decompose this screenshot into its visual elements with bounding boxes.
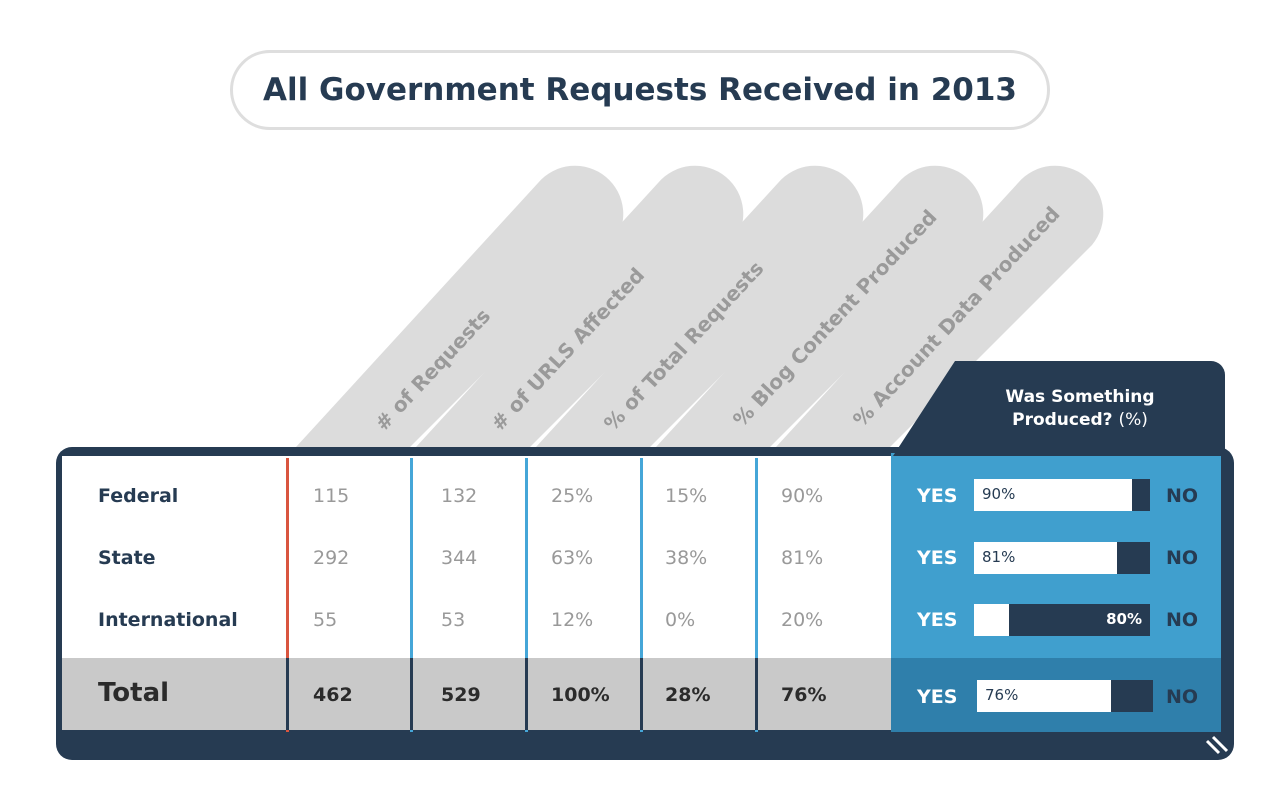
produced-yes-pct: 81% bbox=[982, 548, 1016, 566]
total-divider bbox=[755, 658, 758, 730]
cell-international-requests: 55 bbox=[313, 609, 338, 631]
total-divider bbox=[525, 658, 528, 730]
column-header-2: % of Total Requests bbox=[599, 256, 768, 435]
produced-header-tab bbox=[893, 361, 1225, 456]
cell-state-total-pct: 63% bbox=[551, 547, 594, 569]
produced-header-pct: (%) bbox=[1118, 410, 1148, 430]
row-label-total: Total bbox=[98, 678, 170, 708]
produced-header-line1: Was Something bbox=[1005, 387, 1155, 407]
cell-federal-urls: 132 bbox=[441, 485, 478, 507]
no-label: NO bbox=[1166, 609, 1199, 631]
column-divider-red bbox=[286, 458, 289, 732]
cell-international-total-pct: 12% bbox=[551, 609, 594, 631]
column-header-0: # of Requests bbox=[370, 304, 495, 436]
produced-yes-pct: 76% bbox=[985, 686, 1019, 704]
cell-state-account-pct: 81% bbox=[781, 547, 824, 569]
total-divider bbox=[410, 658, 413, 730]
cell-state-requests: 292 bbox=[313, 547, 350, 569]
total-divider bbox=[640, 658, 643, 730]
produced-bar-yes-fill bbox=[977, 680, 1111, 712]
cell-total-total-pct: 100% bbox=[551, 684, 610, 706]
produced-bar-international: 80% bbox=[974, 604, 1150, 636]
cell-state-urls: 344 bbox=[441, 547, 478, 569]
row-label-international: International bbox=[98, 609, 238, 631]
column-tab-urls bbox=[416, 165, 744, 448]
title-pill: All Government Requests Received in 2013 bbox=[230, 50, 1050, 130]
cell-total-account-pct: 76% bbox=[781, 684, 827, 706]
produced-no-pct: 80% bbox=[1106, 610, 1142, 628]
chart-title: All Government Requests Received in 2013 bbox=[263, 72, 1017, 108]
produced-header: Was Something Produced? (%) bbox=[960, 386, 1200, 432]
produced-bar-total: 76% bbox=[977, 680, 1153, 712]
cell-federal-blog-pct: 15% bbox=[665, 485, 708, 507]
yes-label: YES bbox=[917, 485, 958, 507]
column-divider bbox=[525, 458, 528, 732]
cell-international-account-pct: 20% bbox=[781, 609, 824, 631]
column-header-1: # of URLS Affected bbox=[486, 263, 649, 435]
produced-bar-state: 81% bbox=[974, 542, 1150, 574]
produced-bar-yes-fill bbox=[974, 542, 1117, 574]
column-divider bbox=[755, 458, 758, 732]
produced-bar-yes-fill bbox=[974, 479, 1133, 511]
cell-federal-total-pct: 25% bbox=[551, 485, 594, 507]
produced-bar-federal: 90% bbox=[974, 479, 1150, 511]
yes-label: YES bbox=[917, 609, 958, 631]
yes-label: YES bbox=[917, 686, 958, 708]
cell-state-blog-pct: 38% bbox=[665, 547, 708, 569]
column-tab-requests bbox=[296, 165, 624, 448]
no-label: NO bbox=[1166, 686, 1199, 708]
column-divider bbox=[410, 458, 413, 732]
column-divider bbox=[640, 458, 643, 732]
yes-label: YES bbox=[917, 547, 958, 569]
cell-federal-account-pct: 90% bbox=[781, 485, 824, 507]
cell-international-blog-pct: 0% bbox=[665, 609, 696, 631]
cell-international-urls: 53 bbox=[441, 609, 466, 631]
total-row-background bbox=[62, 658, 892, 730]
no-label: NO bbox=[1166, 547, 1199, 569]
cell-total-blog-pct: 28% bbox=[665, 684, 711, 706]
no-label: NO bbox=[1166, 485, 1199, 507]
total-divider bbox=[286, 658, 289, 730]
cell-federal-requests: 115 bbox=[313, 485, 350, 507]
produced-bar-yes-fill bbox=[974, 604, 1010, 636]
row-label-state: State bbox=[98, 547, 156, 569]
column-tab-total-requests bbox=[536, 165, 864, 447]
cell-total-requests: 462 bbox=[313, 684, 353, 706]
produced-header-line2: Produced? bbox=[1012, 410, 1113, 430]
cell-total-urls: 529 bbox=[441, 684, 481, 706]
row-label-federal: Federal bbox=[98, 485, 179, 507]
produced-yes-pct: 90% bbox=[982, 485, 1016, 503]
corner-stripes bbox=[1205, 735, 1229, 755]
column-header-3: % Blog Content Produced bbox=[728, 205, 941, 431]
